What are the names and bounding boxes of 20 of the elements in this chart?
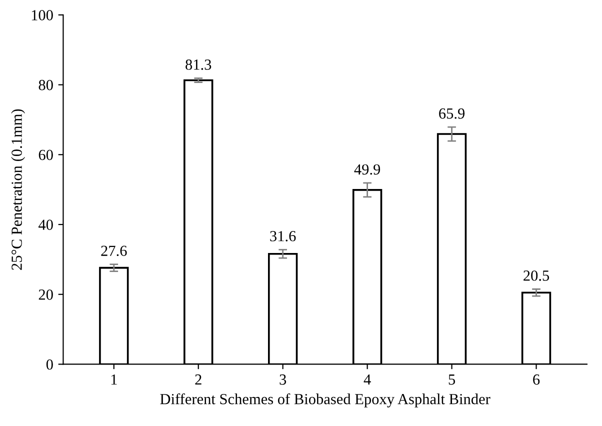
- y-tick-label: 20: [38, 290, 53, 300]
- x-tick-label: 4: [364, 374, 371, 385]
- data-label: 20.5: [524, 270, 550, 281]
- data-label: 49.9: [354, 164, 380, 175]
- x-tick-label: 5: [448, 374, 456, 385]
- data-label: 27.6: [101, 246, 127, 256]
- x-tick-label: 1: [111, 374, 117, 385]
- data-label: 81.3: [186, 59, 212, 70]
- y-axis-title: 25°C Penetration (0.1mm): [11, 109, 26, 270]
- y-tick-label: 80: [38, 80, 53, 90]
- y-tick-label: 40: [38, 220, 53, 230]
- x-tick-label: 2: [195, 374, 202, 385]
- data-label: 31.6: [270, 231, 296, 242]
- x-tick-label: 6: [533, 374, 540, 385]
- y-tick-label: 0: [46, 359, 53, 370]
- x-axis-title: Different Schemes of Biobased Epoxy Asphalt Binder: [160, 393, 490, 408]
- y-tick-label: 100: [32, 10, 53, 20]
- y-tick-label: 60: [38, 150, 53, 160]
- x-tick-label: 3: [280, 374, 286, 385]
- data-label: 65.9: [439, 108, 465, 119]
